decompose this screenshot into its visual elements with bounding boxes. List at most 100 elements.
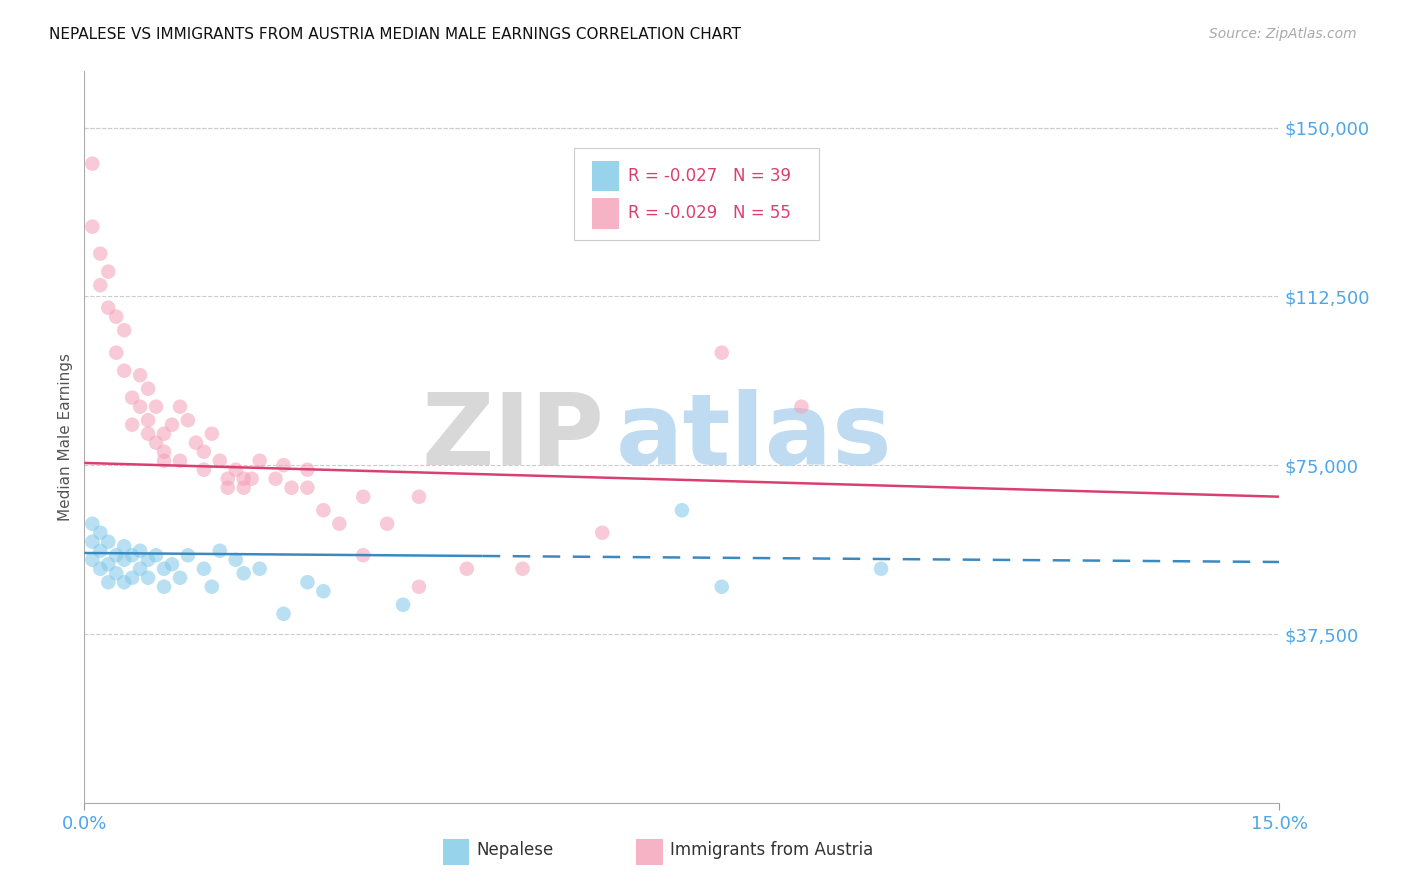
Point bbox=[232, 481, 254, 495]
Point bbox=[208, 453, 231, 467]
Point bbox=[312, 503, 335, 517]
Point bbox=[89, 246, 111, 260]
Point bbox=[193, 562, 215, 576]
Point bbox=[97, 301, 120, 315]
Point bbox=[240, 472, 263, 486]
Text: R = -0.027   N = 39: R = -0.027 N = 39 bbox=[628, 167, 792, 185]
Point bbox=[280, 481, 302, 495]
Point bbox=[456, 562, 478, 576]
Point bbox=[121, 391, 143, 405]
Point bbox=[671, 503, 693, 517]
Point bbox=[249, 453, 271, 467]
Y-axis label: Median Male Earnings: Median Male Earnings bbox=[58, 353, 73, 521]
Point bbox=[193, 463, 215, 477]
Point bbox=[153, 453, 176, 467]
Point bbox=[153, 444, 176, 458]
Point bbox=[136, 553, 159, 567]
Point bbox=[232, 472, 254, 486]
Point bbox=[408, 490, 430, 504]
Point bbox=[273, 458, 295, 473]
Point bbox=[352, 548, 374, 562]
FancyBboxPatch shape bbox=[592, 161, 619, 191]
FancyBboxPatch shape bbox=[443, 838, 470, 865]
Point bbox=[145, 548, 167, 562]
Point bbox=[112, 364, 135, 378]
Point bbox=[82, 156, 104, 170]
Text: Source: ZipAtlas.com: Source: ZipAtlas.com bbox=[1209, 27, 1357, 41]
Point bbox=[153, 562, 176, 576]
Point bbox=[591, 525, 613, 540]
Point bbox=[145, 435, 167, 450]
Point bbox=[82, 534, 104, 549]
Point bbox=[169, 571, 191, 585]
Point bbox=[790, 400, 813, 414]
Point bbox=[217, 481, 239, 495]
Text: NEPALESE VS IMMIGRANTS FROM AUSTRIA MEDIAN MALE EARNINGS CORRELATION CHART: NEPALESE VS IMMIGRANTS FROM AUSTRIA MEDI… bbox=[49, 27, 741, 42]
Point bbox=[312, 584, 335, 599]
Point bbox=[136, 571, 159, 585]
Point bbox=[105, 548, 128, 562]
Point bbox=[225, 553, 247, 567]
Point bbox=[297, 481, 319, 495]
Point bbox=[375, 516, 398, 531]
Point bbox=[105, 566, 128, 581]
Point bbox=[232, 566, 254, 581]
Text: R = -0.029   N = 55: R = -0.029 N = 55 bbox=[628, 204, 792, 222]
Point bbox=[82, 553, 104, 567]
Point bbox=[297, 575, 319, 590]
Point bbox=[112, 323, 135, 337]
Point bbox=[89, 278, 111, 293]
Point bbox=[710, 345, 733, 359]
Point bbox=[177, 548, 200, 562]
Point bbox=[145, 400, 167, 414]
FancyBboxPatch shape bbox=[592, 198, 619, 228]
Point bbox=[97, 558, 120, 572]
Point bbox=[225, 463, 247, 477]
Point bbox=[97, 534, 120, 549]
Point bbox=[129, 562, 152, 576]
Point bbox=[105, 310, 128, 324]
Point bbox=[710, 580, 733, 594]
Point bbox=[169, 400, 191, 414]
Point bbox=[160, 558, 183, 572]
Point bbox=[273, 607, 295, 621]
Point bbox=[89, 525, 111, 540]
Point bbox=[97, 265, 120, 279]
Point bbox=[193, 444, 215, 458]
Text: Nepalese: Nepalese bbox=[477, 841, 554, 859]
Point bbox=[870, 562, 893, 576]
Point bbox=[82, 516, 104, 531]
Point bbox=[112, 553, 135, 567]
Point bbox=[264, 472, 287, 486]
Point bbox=[153, 426, 176, 441]
Point bbox=[201, 426, 224, 441]
Point bbox=[129, 368, 152, 383]
Point bbox=[160, 417, 183, 432]
Point bbox=[184, 435, 207, 450]
Point bbox=[121, 571, 143, 585]
Point bbox=[121, 417, 143, 432]
Point bbox=[136, 382, 159, 396]
Point bbox=[97, 575, 120, 590]
Point bbox=[82, 219, 104, 234]
Text: Immigrants from Austria: Immigrants from Austria bbox=[671, 841, 873, 859]
Point bbox=[201, 580, 224, 594]
Point bbox=[121, 548, 143, 562]
FancyBboxPatch shape bbox=[575, 148, 820, 240]
Point bbox=[208, 543, 231, 558]
Point bbox=[112, 575, 135, 590]
Point bbox=[153, 580, 176, 594]
Point bbox=[112, 539, 135, 553]
Point bbox=[217, 472, 239, 486]
Point bbox=[408, 580, 430, 594]
Point bbox=[129, 543, 152, 558]
Point bbox=[105, 345, 128, 359]
Point bbox=[89, 543, 111, 558]
Point bbox=[392, 598, 415, 612]
Point bbox=[352, 490, 374, 504]
Text: ZIP: ZIP bbox=[422, 389, 605, 485]
Point bbox=[512, 562, 534, 576]
Text: atlas: atlas bbox=[616, 389, 893, 485]
FancyBboxPatch shape bbox=[637, 838, 662, 865]
Point bbox=[328, 516, 350, 531]
